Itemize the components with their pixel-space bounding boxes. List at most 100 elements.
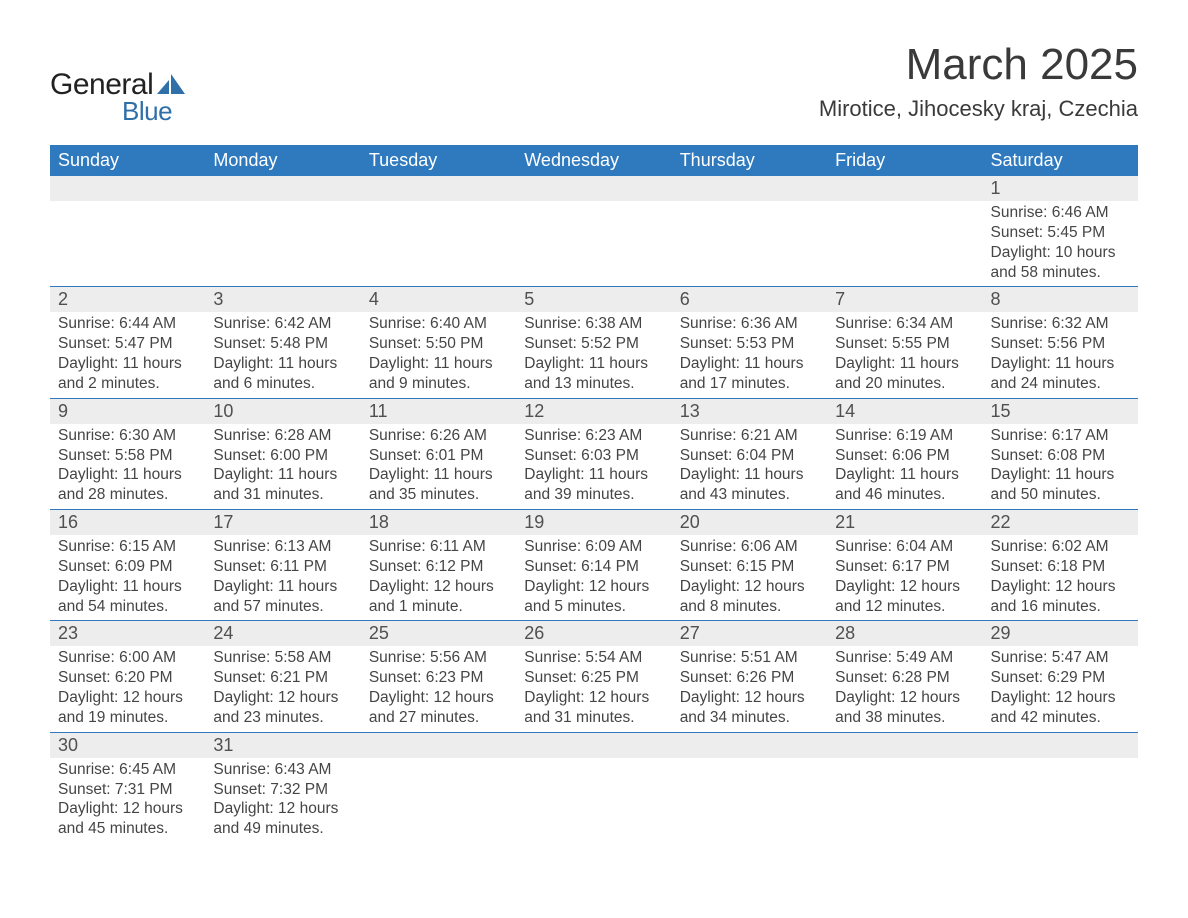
daylight-text-1: Daylight: 12 hours — [991, 577, 1130, 597]
day-detail-row: Sunrise: 6:00 AMSunset: 6:20 PMDaylight:… — [50, 646, 1138, 732]
day-number-cell: 12 — [516, 398, 671, 424]
day-detail-cell: Sunrise: 6:44 AMSunset: 5:47 PMDaylight:… — [50, 312, 205, 398]
daylight-text-2: and 23 minutes. — [213, 708, 352, 728]
day-detail-cell: Sunrise: 6:02 AMSunset: 6:18 PMDaylight:… — [983, 535, 1138, 621]
daylight-text-1: Daylight: 11 hours — [680, 354, 819, 374]
day-number-cell: 23 — [50, 621, 205, 647]
daylight-text-1: Daylight: 12 hours — [369, 688, 508, 708]
day-detail-cell: Sunrise: 6:17 AMSunset: 6:08 PMDaylight:… — [983, 424, 1138, 510]
sunrise-text: Sunrise: 6:30 AM — [58, 426, 197, 446]
sunset-text: Sunset: 5:56 PM — [991, 334, 1130, 354]
sunrise-text: Sunrise: 6:40 AM — [369, 314, 508, 334]
day-number-cell: 7 — [827, 287, 982, 313]
sunset-text: Sunset: 6:14 PM — [524, 557, 663, 577]
day-detail-cell: Sunrise: 6:26 AMSunset: 6:01 PMDaylight:… — [361, 424, 516, 510]
brand-word2: Blue — [122, 96, 185, 127]
day-detail-cell — [516, 201, 671, 287]
day-number-cell: 1 — [983, 176, 1138, 201]
daylight-text-1: Daylight: 11 hours — [835, 354, 974, 374]
sunset-text: Sunset: 6:17 PM — [835, 557, 974, 577]
day-detail-cell: Sunrise: 5:49 AMSunset: 6:28 PMDaylight:… — [827, 646, 982, 732]
sunrise-text: Sunrise: 6:45 AM — [58, 760, 197, 780]
day-detail-row: Sunrise: 6:45 AMSunset: 7:31 PMDaylight:… — [50, 758, 1138, 843]
sunrise-text: Sunrise: 6:23 AM — [524, 426, 663, 446]
day-detail-cell — [516, 758, 671, 843]
daylight-text-2: and 38 minutes. — [835, 708, 974, 728]
day-number-cell: 20 — [672, 510, 827, 536]
day-number-cell: 5 — [516, 287, 671, 313]
day-detail-cell: Sunrise: 6:11 AMSunset: 6:12 PMDaylight:… — [361, 535, 516, 621]
daylight-text-1: Daylight: 11 hours — [58, 354, 197, 374]
day-detail-cell — [827, 201, 982, 287]
sunset-text: Sunset: 6:04 PM — [680, 446, 819, 466]
daylight-text-2: and 58 minutes. — [991, 263, 1130, 283]
day-header: Wednesday — [516, 145, 671, 176]
day-number-cell — [516, 176, 671, 201]
day-number-cell: 17 — [205, 510, 360, 536]
daylight-text-2: and 24 minutes. — [991, 374, 1130, 394]
page-header: General Blue March 2025 Mirotice, Jihoce… — [50, 40, 1138, 127]
day-number-cell: 28 — [827, 621, 982, 647]
day-number-cell — [827, 732, 982, 758]
sunrise-text: Sunrise: 6:32 AM — [991, 314, 1130, 334]
calendar-table: Sunday Monday Tuesday Wednesday Thursday… — [50, 145, 1138, 843]
sunrise-text: Sunrise: 6:13 AM — [213, 537, 352, 557]
sunset-text: Sunset: 6:25 PM — [524, 668, 663, 688]
sunrise-text: Sunrise: 6:15 AM — [58, 537, 197, 557]
day-detail-cell: Sunrise: 6:15 AMSunset: 6:09 PMDaylight:… — [50, 535, 205, 621]
day-number-cell: 30 — [50, 732, 205, 758]
day-detail-row: Sunrise: 6:30 AMSunset: 5:58 PMDaylight:… — [50, 424, 1138, 510]
day-detail-cell: Sunrise: 6:34 AMSunset: 5:55 PMDaylight:… — [827, 312, 982, 398]
day-header: Sunday — [50, 145, 205, 176]
sunset-text: Sunset: 6:21 PM — [213, 668, 352, 688]
day-detail-cell: Sunrise: 6:06 AMSunset: 6:15 PMDaylight:… — [672, 535, 827, 621]
daylight-text-2: and 31 minutes. — [524, 708, 663, 728]
day-number-cell: 14 — [827, 398, 982, 424]
day-detail-row: Sunrise: 6:44 AMSunset: 5:47 PMDaylight:… — [50, 312, 1138, 398]
daylight-text-2: and 34 minutes. — [680, 708, 819, 728]
day-detail-cell: Sunrise: 5:58 AMSunset: 6:21 PMDaylight:… — [205, 646, 360, 732]
day-number-cell: 29 — [983, 621, 1138, 647]
daylight-text-2: and 42 minutes. — [991, 708, 1130, 728]
sunrise-text: Sunrise: 5:51 AM — [680, 648, 819, 668]
day-detail-row: Sunrise: 6:46 AMSunset: 5:45 PMDaylight:… — [50, 201, 1138, 287]
sunrise-text: Sunrise: 6:09 AM — [524, 537, 663, 557]
day-number-cell: 2 — [50, 287, 205, 313]
day-number-cell: 31 — [205, 732, 360, 758]
day-detail-cell: Sunrise: 5:56 AMSunset: 6:23 PMDaylight:… — [361, 646, 516, 732]
sunset-text: Sunset: 5:55 PM — [835, 334, 974, 354]
sunrise-text: Sunrise: 6:00 AM — [58, 648, 197, 668]
sunset-text: Sunset: 6:12 PM — [369, 557, 508, 577]
day-detail-cell: Sunrise: 6:42 AMSunset: 5:48 PMDaylight:… — [205, 312, 360, 398]
daynum-row: 1 — [50, 176, 1138, 201]
sunset-text: Sunset: 6:29 PM — [991, 668, 1130, 688]
day-detail-cell: Sunrise: 6:21 AMSunset: 6:04 PMDaylight:… — [672, 424, 827, 510]
day-number-cell — [50, 176, 205, 201]
daylight-text-2: and 9 minutes. — [369, 374, 508, 394]
day-detail-cell: Sunrise: 6:13 AMSunset: 6:11 PMDaylight:… — [205, 535, 360, 621]
sunset-text: Sunset: 6:23 PM — [369, 668, 508, 688]
sunrise-text: Sunrise: 6:02 AM — [991, 537, 1130, 557]
sunset-text: Sunset: 6:03 PM — [524, 446, 663, 466]
day-number-cell: 4 — [361, 287, 516, 313]
sunset-text: Sunset: 6:08 PM — [991, 446, 1130, 466]
sunset-text: Sunset: 5:45 PM — [991, 223, 1130, 243]
day-number-cell: 25 — [361, 621, 516, 647]
daylight-text-1: Daylight: 12 hours — [680, 688, 819, 708]
sunset-text: Sunset: 6:09 PM — [58, 557, 197, 577]
daylight-text-1: Daylight: 10 hours — [991, 243, 1130, 263]
sunset-text: Sunset: 6:11 PM — [213, 557, 352, 577]
day-detail-cell: Sunrise: 6:09 AMSunset: 6:14 PMDaylight:… — [516, 535, 671, 621]
day-detail-cell: Sunrise: 6:32 AMSunset: 5:56 PMDaylight:… — [983, 312, 1138, 398]
sunrise-text: Sunrise: 6:28 AM — [213, 426, 352, 446]
daynum-row: 9101112131415 — [50, 398, 1138, 424]
sunrise-text: Sunrise: 6:04 AM — [835, 537, 974, 557]
day-number-cell: 15 — [983, 398, 1138, 424]
day-number-cell — [361, 176, 516, 201]
day-detail-cell: Sunrise: 6:43 AMSunset: 7:32 PMDaylight:… — [205, 758, 360, 843]
day-detail-cell: Sunrise: 6:19 AMSunset: 6:06 PMDaylight:… — [827, 424, 982, 510]
daylight-text-1: Daylight: 11 hours — [991, 354, 1130, 374]
sunrise-text: Sunrise: 6:19 AM — [835, 426, 974, 446]
day-number-cell: 11 — [361, 398, 516, 424]
day-detail-cell — [50, 201, 205, 287]
